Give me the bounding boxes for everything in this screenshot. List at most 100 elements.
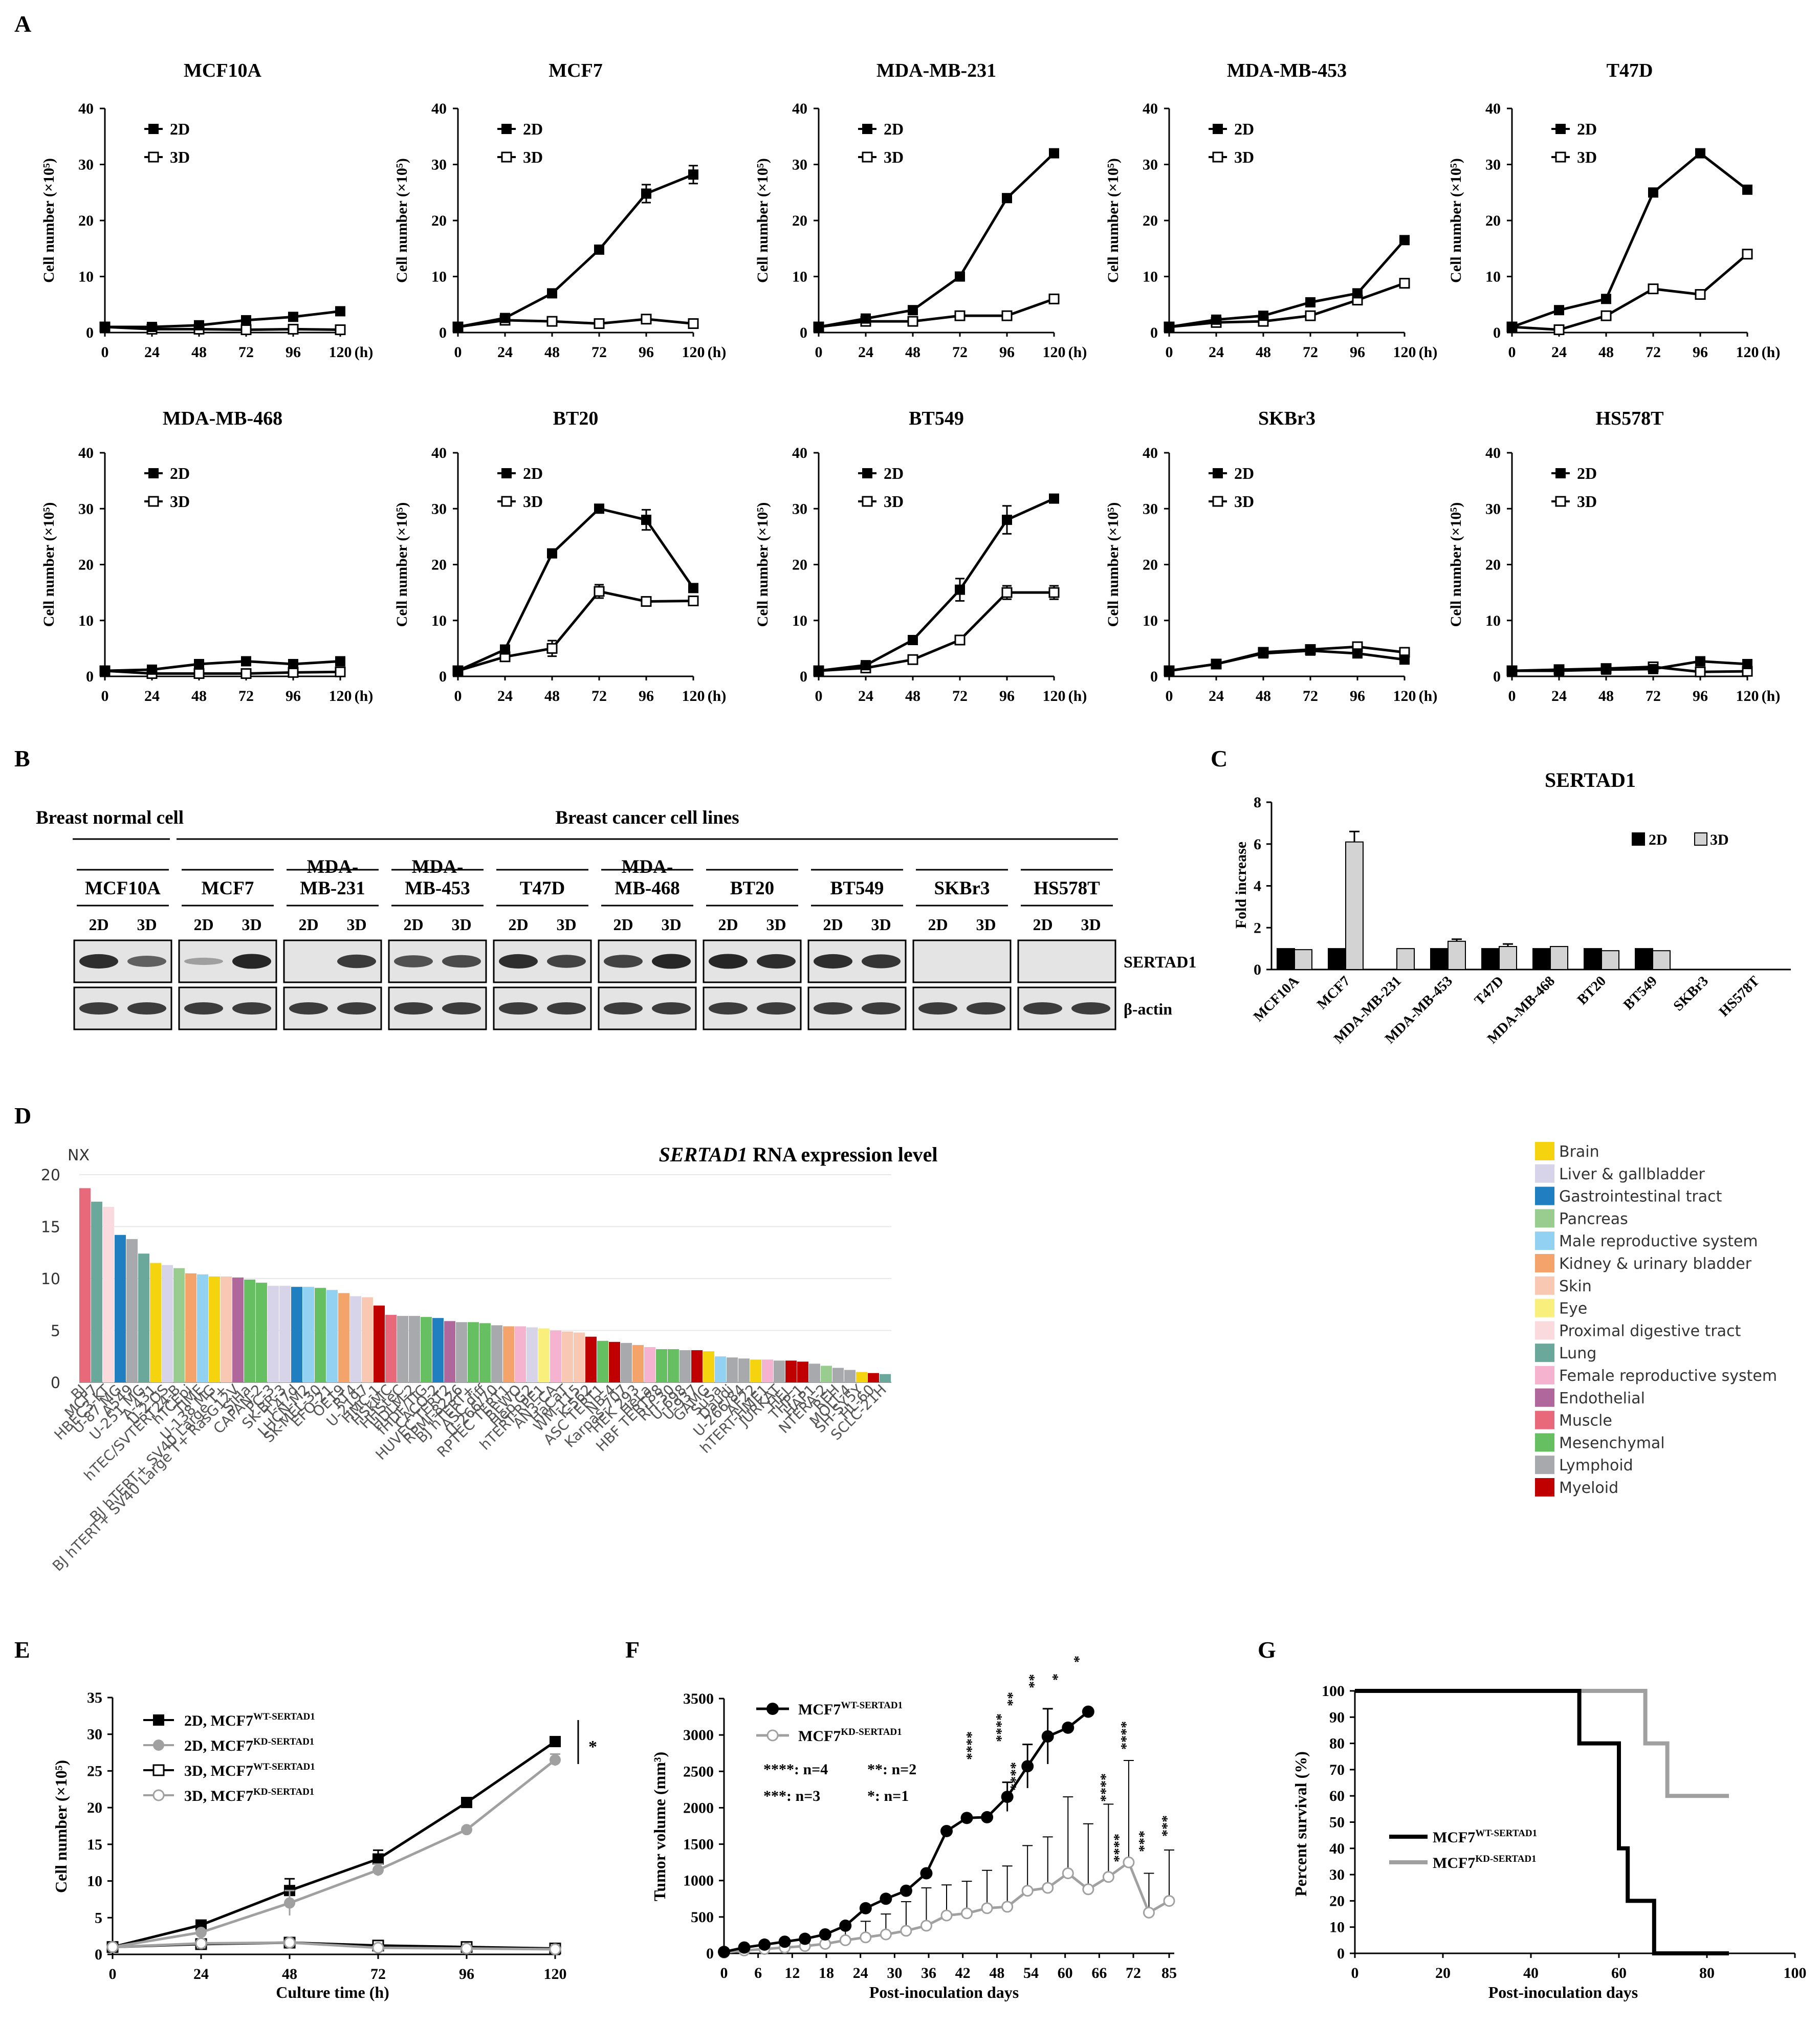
- y-tick-label: 0: [1337, 1945, 1345, 1962]
- series-2d-line: [457, 507, 695, 672]
- y-tick-label: 0: [86, 324, 94, 341]
- x-tick-label: 120: [1736, 688, 1759, 704]
- bar-3d: [1550, 946, 1568, 970]
- x-tick-label: 24: [858, 688, 873, 704]
- series-2d-point: [908, 305, 918, 316]
- y-tick-label: 0: [1493, 668, 1501, 685]
- cell-line-name: MCF7: [202, 878, 254, 899]
- expression-bar: [644, 1347, 655, 1382]
- series-name: 3D, MCF7: [184, 1763, 253, 1779]
- cell-line-name: BT20: [730, 878, 774, 899]
- y-tick-label: 15: [41, 1219, 60, 1237]
- x-tick-label: 72: [1646, 344, 1661, 361]
- blot-band: [547, 1002, 586, 1015]
- legend-swatch: [1535, 1344, 1554, 1362]
- legend-2d-label: 2D: [1577, 464, 1597, 482]
- row-label-actin: β-actin: [1124, 1000, 1172, 1018]
- legend-label: Proximal digestive tract: [1559, 1322, 1741, 1340]
- y-tick-label: 20: [78, 212, 94, 229]
- data-point: [1062, 1721, 1075, 1734]
- x-tick-label: 0: [815, 688, 823, 704]
- y-tick-label: 30: [792, 500, 807, 517]
- data-point: [372, 1864, 384, 1876]
- x-tick-label: 20: [1435, 1965, 1451, 1981]
- legend-label: MCF7WT-SERTAD1: [1433, 1828, 1537, 1846]
- x-tick-label: 0: [1166, 344, 1173, 361]
- legend-swatch: [1535, 1433, 1554, 1452]
- x-tick-label: 72: [952, 344, 968, 361]
- x-tick-label: 72: [238, 344, 254, 361]
- series-name: MCF7: [798, 1728, 841, 1745]
- data-point: [1082, 1883, 1094, 1896]
- x-tick-label: 120: [1043, 688, 1066, 704]
- series-name: 2D, MCF7: [184, 1712, 253, 1729]
- y-tick-label: 90: [1329, 1709, 1345, 1726]
- expression-bar: [279, 1286, 291, 1382]
- expression-bar: [456, 1322, 467, 1382]
- series-3d-point: [1048, 587, 1060, 598]
- data-point: [1102, 1871, 1114, 1883]
- x-axis-label: Post-inoculation days: [1488, 1983, 1638, 2001]
- y-tick-label: 40: [431, 445, 447, 461]
- blot-band: [604, 1002, 643, 1015]
- x-tick-label: 72: [952, 688, 968, 704]
- series-2d-point: [594, 244, 604, 255]
- chart-title: MCF7: [549, 60, 603, 81]
- series-2d-point: [547, 288, 557, 299]
- series-superscript: WT-SERTAD1: [841, 1700, 903, 1711]
- x-tick-label: 0: [815, 344, 823, 361]
- expression-bar: [79, 1188, 91, 1382]
- legend-swatch: [1535, 1276, 1554, 1295]
- series-name: 2D, MCF7: [184, 1737, 253, 1754]
- y-tick-label: 100: [1322, 1683, 1345, 1700]
- legend-2d-marker: [1213, 468, 1223, 478]
- category-label: BT20: [1574, 973, 1609, 1008]
- expression-bar: [221, 1276, 232, 1382]
- series-2d-point: [908, 634, 918, 645]
- series-3d-point: [1742, 249, 1753, 260]
- chart-title: SERTAD1 RNA expression level: [659, 1143, 938, 1166]
- x-tick-label: 48: [989, 1965, 1004, 1981]
- series-superscript: WT-SERTAD1: [253, 1711, 315, 1722]
- y-tick-label: 20: [1329, 1892, 1345, 1909]
- data-point: [900, 1884, 912, 1897]
- data-point: [839, 1934, 851, 1946]
- y-tick-label: 70: [1329, 1761, 1345, 1778]
- y-tick-label: 0: [1150, 668, 1158, 685]
- blot-band: [814, 954, 852, 969]
- expression-bar: [880, 1374, 891, 1382]
- x-tick-label: 42: [955, 1965, 971, 1981]
- x-tick-label: 48: [1256, 688, 1271, 704]
- x-tick-label: 96: [286, 688, 301, 704]
- blot-band: [337, 954, 376, 968]
- x-unit: (h): [1762, 344, 1781, 361]
- y-tick-label: 40: [78, 445, 94, 461]
- legend-2d-label: 2D: [884, 464, 904, 482]
- group-cancer-label: Breast cancer cell lines: [555, 807, 739, 828]
- x-tick-label: 96: [999, 344, 1015, 361]
- x-tick-label: 24: [497, 688, 513, 704]
- expression-bar: [527, 1327, 538, 1382]
- expression-bar: [421, 1317, 432, 1382]
- expression-bar: [91, 1201, 102, 1382]
- x-tick-label: 96: [459, 1966, 474, 1983]
- category-label: SKBr3: [1671, 973, 1712, 1014]
- series-2d-point: [241, 315, 251, 325]
- x-tick-label: 0: [109, 1966, 117, 1983]
- y-tick-label: 50: [1329, 1814, 1345, 1831]
- series-2d-line: [818, 497, 1055, 672]
- data-point: [1001, 1901, 1014, 1913]
- series-2d-point: [1507, 322, 1517, 333]
- y-tick-label: 40: [1143, 445, 1158, 461]
- stat-note: ***: n=3: [763, 1788, 820, 1804]
- y-tick-label: 10: [1143, 612, 1158, 629]
- legend-2d-label: 2D: [1234, 464, 1254, 482]
- y-tick-label: 40: [1485, 100, 1501, 117]
- legend-2d-marker: [1213, 124, 1223, 134]
- y-axis-label: Percent survival (%): [1291, 1751, 1310, 1897]
- y-tick-label: 5: [51, 1323, 60, 1340]
- y-tick-label: 10: [1485, 612, 1501, 629]
- lane-label: 3D: [976, 915, 996, 934]
- expression-bar: [385, 1315, 397, 1382]
- data-point: [981, 1902, 993, 1914]
